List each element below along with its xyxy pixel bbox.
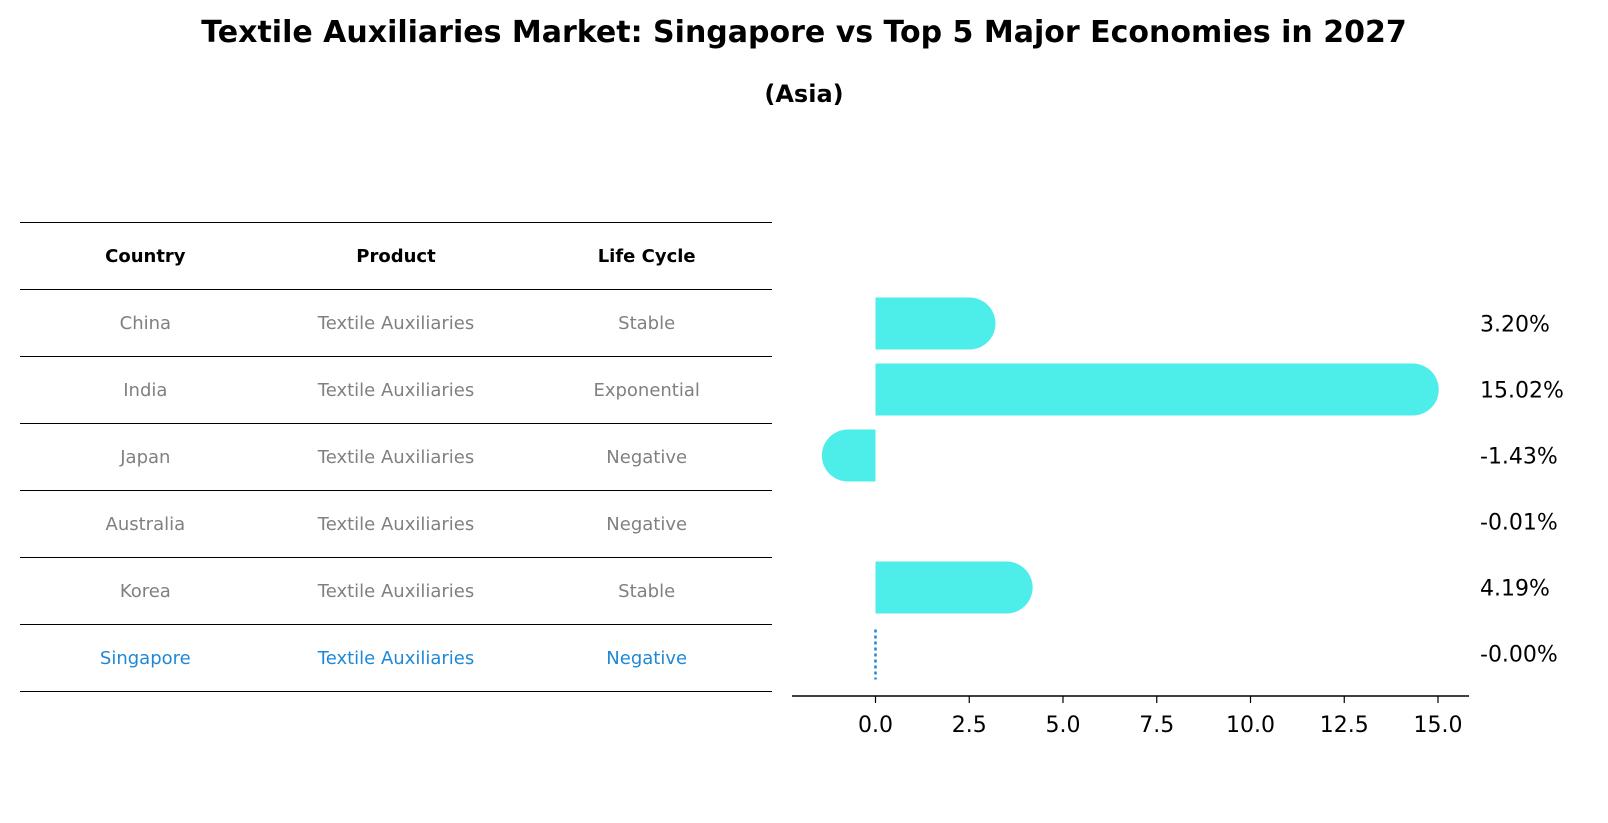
product-cell: Textile Auxiliaries: [317, 580, 475, 602]
bar: [875, 561, 1033, 614]
header-life-cycle: Life Cycle: [597, 245, 696, 267]
bar-value-label: -0.01%: [1480, 511, 1558, 536]
x-tick-label: 12.5: [1320, 713, 1369, 738]
product-cell: Textile Auxiliaries: [317, 513, 475, 535]
life-cycle-cell: Stable: [618, 580, 676, 602]
header-product: Product: [356, 245, 436, 267]
chart-title: Textile Auxiliaries Market: Singapore vs…: [201, 15, 1407, 50]
life-cycle-cell: Exponential: [593, 379, 700, 401]
bar-value-label: -0.00%: [1480, 643, 1558, 668]
product-cell: Textile Auxiliaries: [317, 379, 475, 401]
table-header-row: Country Product Life Cycle: [20, 222, 772, 289]
country-cell: Australia: [105, 513, 186, 535]
table-row: China Textile Auxiliaries Stable: [20, 289, 772, 356]
bar-value-label: 15.02%: [1480, 379, 1564, 404]
header-country: Country: [105, 245, 186, 267]
chart-subtitle: (Asia): [764, 80, 844, 108]
life-cycle-cell: Negative: [606, 513, 688, 535]
data-table: Country Product Life Cycle China Textile…: [20, 222, 772, 692]
table-row: India Textile Auxiliaries Exponential: [20, 356, 772, 423]
table-row: Japan Textile Auxiliaries Negative: [20, 423, 772, 490]
table-row: Korea Textile Auxiliaries Stable: [20, 557, 772, 624]
life-cycle-cell: Negative: [606, 446, 688, 468]
table-row-highlight: Singapore Textile Auxiliaries Negative: [20, 624, 772, 692]
country-cell: China: [119, 312, 172, 334]
x-tick-label: 2.5: [952, 713, 987, 738]
product-cell: Textile Auxiliaries: [317, 446, 475, 468]
bar: [875, 297, 996, 350]
life-cycle-cell: Stable: [618, 312, 676, 334]
table-row: Australia Textile Auxiliaries Negative: [20, 490, 772, 557]
country-cell: Korea: [119, 580, 171, 602]
bar-value-label: -1.43%: [1480, 445, 1558, 470]
country-cell: Singapore: [99, 647, 191, 669]
country-cell: Japan: [120, 446, 171, 468]
bar: [875, 363, 1439, 416]
country-cell: India: [123, 379, 168, 401]
product-cell: Textile Auxiliaries: [317, 647, 475, 669]
x-tick-label: 5.0: [1046, 713, 1081, 738]
x-tick-label: 7.5: [1139, 713, 1174, 738]
life-cycle-cell: Negative: [606, 647, 688, 669]
product-cell: Textile Auxiliaries: [317, 312, 475, 334]
x-tick-label: 0.0: [858, 713, 893, 738]
bar-value-label: 3.20%: [1480, 313, 1550, 338]
bar: [821, 429, 876, 482]
x-tick-label: 15.0: [1414, 713, 1463, 738]
x-tick-label: 10.0: [1226, 713, 1275, 738]
bar-value-label: 4.19%: [1480, 577, 1550, 602]
